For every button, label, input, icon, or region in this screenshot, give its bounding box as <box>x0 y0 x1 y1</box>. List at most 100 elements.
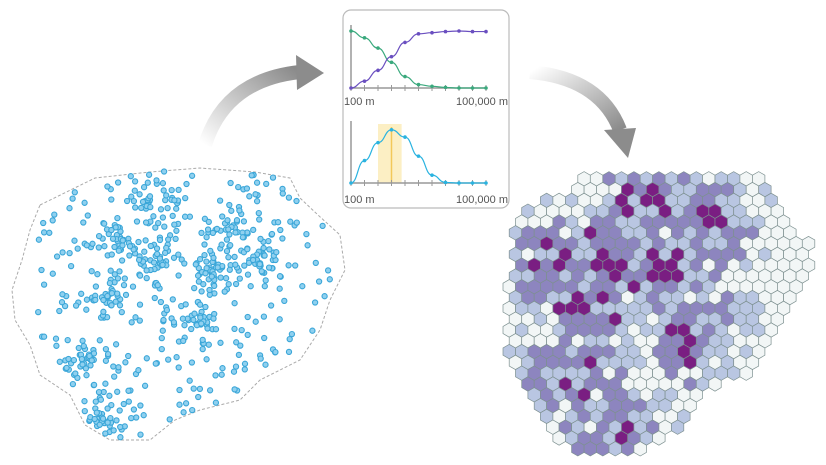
point <box>107 267 114 274</box>
cyan-point <box>470 181 475 185</box>
hex-cell <box>633 441 647 457</box>
point <box>199 345 206 353</box>
purple-point <box>416 32 421 36</box>
point <box>237 342 244 349</box>
point <box>235 351 243 359</box>
point <box>203 234 210 241</box>
point <box>143 274 150 282</box>
point <box>72 370 79 377</box>
point <box>140 184 148 191</box>
point <box>81 407 88 415</box>
point <box>256 216 263 223</box>
point <box>102 380 109 387</box>
point <box>188 359 196 366</box>
point <box>96 421 103 428</box>
point <box>152 224 159 231</box>
hex-cell <box>739 365 753 381</box>
point <box>59 291 66 298</box>
point <box>232 363 240 370</box>
point <box>196 301 204 308</box>
point <box>272 348 279 356</box>
green-point <box>362 36 367 40</box>
point <box>248 172 255 179</box>
purple-point <box>362 79 367 83</box>
point <box>159 261 166 269</box>
point <box>236 207 243 214</box>
point <box>261 283 268 290</box>
point <box>132 314 139 321</box>
top-chart-xmax-label: 100,000 m <box>456 96 508 108</box>
top-chart-xmin-label: 100 m <box>344 96 375 108</box>
point <box>145 171 153 178</box>
purple-point <box>349 86 353 90</box>
point <box>232 261 239 268</box>
point <box>143 267 150 274</box>
point <box>221 288 228 295</box>
purple-point <box>430 30 434 35</box>
point <box>92 296 99 304</box>
point <box>164 204 171 212</box>
point <box>198 320 205 327</box>
point <box>38 266 45 274</box>
point <box>51 211 58 218</box>
green-point <box>416 82 421 87</box>
point <box>163 306 171 314</box>
point <box>128 414 135 422</box>
point <box>258 268 265 275</box>
point <box>285 348 293 356</box>
point <box>83 372 90 379</box>
point <box>293 219 300 226</box>
cyan-point <box>416 154 421 158</box>
point <box>35 308 42 316</box>
point <box>97 396 105 403</box>
point <box>131 187 138 194</box>
point <box>156 255 164 262</box>
point <box>206 387 214 394</box>
point <box>101 220 108 227</box>
point <box>118 257 126 264</box>
point <box>196 256 204 263</box>
green-point <box>443 85 448 90</box>
green-point <box>484 86 488 90</box>
point <box>102 430 109 437</box>
point <box>262 277 269 284</box>
point <box>200 281 207 288</box>
point <box>136 301 144 308</box>
point <box>321 293 328 300</box>
point <box>122 359 129 366</box>
point <box>228 207 235 214</box>
point <box>158 345 165 353</box>
purple-point <box>389 54 394 59</box>
point <box>217 339 224 346</box>
point <box>279 190 286 197</box>
point <box>202 270 209 277</box>
point <box>292 262 299 269</box>
point <box>195 393 202 401</box>
point <box>240 218 248 225</box>
point <box>101 243 108 250</box>
point <box>181 260 188 267</box>
point <box>293 197 300 205</box>
point <box>269 174 277 181</box>
purple-point <box>376 68 380 73</box>
point <box>216 197 224 204</box>
point <box>168 186 175 194</box>
point <box>326 276 333 283</box>
point <box>111 271 118 278</box>
point <box>99 415 107 422</box>
point <box>69 380 77 388</box>
point <box>102 357 110 364</box>
point <box>161 223 168 230</box>
point <box>232 280 240 288</box>
point <box>256 261 263 268</box>
point <box>244 271 252 278</box>
point <box>205 341 212 348</box>
point <box>244 246 251 253</box>
point <box>210 315 217 322</box>
point <box>93 409 100 416</box>
point <box>119 242 126 249</box>
point <box>175 251 182 258</box>
point <box>231 386 238 393</box>
point <box>207 247 214 255</box>
point <box>136 272 144 279</box>
